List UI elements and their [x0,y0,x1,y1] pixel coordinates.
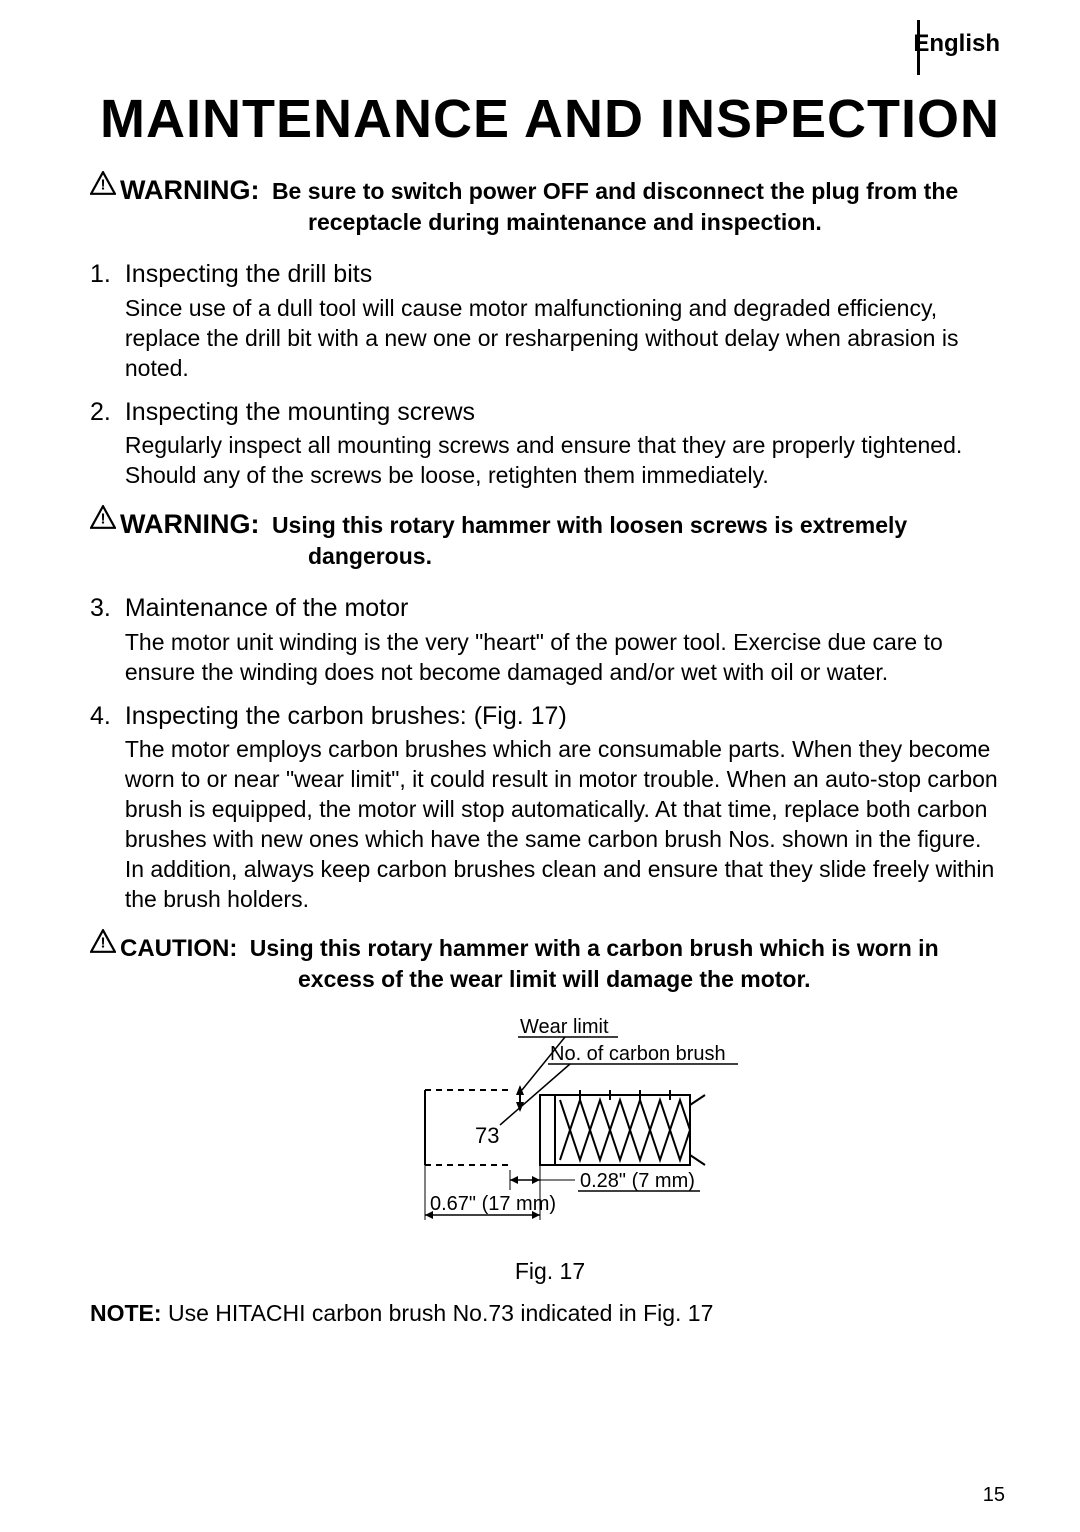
numbered-item-1: 1. Inspecting the drill bits Since use o… [90,258,1010,383]
item-body: The motor unit winding is the very "hear… [125,628,1010,688]
page-number: 15 [983,1484,1005,1507]
item-number: 4. [90,700,111,915]
item-number: 1. [90,258,111,383]
carbon-brush-diagram: Wear limit No. of carbon brush 73 [340,1015,760,1245]
note-line: NOTE: Use HITACHI carbon brush No.73 ind… [90,1300,1010,1327]
item-content: Inspecting the carbon brushes: (Fig. 17)… [125,700,1010,915]
item-content: Maintenance of the motor The motor unit … [125,592,1010,688]
item-body2: In addition, always keep carbon brushes … [125,855,1010,915]
warning-block-1: ! WARNING: Be sure to switch power OFF a… [90,175,1010,238]
brush-number: 73 [475,1123,499,1148]
figure-17: Wear limit No. of carbon brush 73 [90,1015,1010,1285]
numbered-item-3: 3. Maintenance of the motor The motor un… [90,592,1010,688]
wear-limit-label: Wear limit [520,1016,609,1038]
svg-text:!: ! [100,511,105,528]
item-number: 3. [90,592,111,688]
item-body: Since use of a dull tool will cause moto… [125,294,1010,384]
warning-content: WARNING: Using this rotary hammer with l… [120,509,907,572]
item-body: Regularly inspect all mounting screws an… [125,431,1010,491]
item-heading: Inspecting the mounting screws [125,396,1010,430]
warning-block-2: ! WARNING: Using this rotary hammer with… [90,509,1010,572]
item-content: Inspecting the drill bits Since use of a… [125,258,1010,383]
warning-text-line1: Using this rotary hammer with loosen scr… [272,512,907,538]
item-heading: Inspecting the drill bits [125,258,1010,292]
svg-text:!: ! [100,934,105,951]
warning-text-line2: receptacle during maintenance and inspec… [128,207,958,238]
item-number: 2. [90,396,111,492]
item-heading: Maintenance of the motor [125,592,1010,626]
figure-caption: Fig. 17 [90,1258,1010,1285]
svg-text:!: ! [100,177,105,194]
dim-028: 0.28" (7 mm) [580,1170,695,1192]
main-title: MAINTENANCE AND INSPECTION [90,88,1010,150]
note-label: NOTE: [90,1300,162,1326]
caution-text-line2: excess of the wear limit will damage the… [128,964,939,995]
brush-no-label: No. of carbon brush [550,1043,726,1065]
warning-label: WARNING: [120,175,259,205]
caution-text-line1: Using this rotary hammer with a carbon b… [250,935,939,961]
caution-content: CAUTION: Using this rotary hammer with a… [120,933,939,995]
item-heading: Inspecting the carbon brushes: (Fig. 17) [125,700,1010,734]
caution-triangle-icon: ! [90,933,116,953]
warning-label: WARNING: [120,509,259,539]
language-label: English [90,30,1000,58]
warning-text-line2: dangerous. [128,541,907,572]
caution-label: CAUTION: [120,935,237,962]
item-content: Inspecting the mounting screws Regularly… [125,396,1010,492]
top-divider-line [917,20,920,75]
item-body: The motor employs carbon brushes which a… [125,735,1010,855]
warning-text-line1: Be sure to switch power OFF and disconne… [272,178,958,204]
numbered-item-2: 2. Inspecting the mounting screws Regula… [90,396,1010,492]
warning-content: WARNING: Be sure to switch power OFF and… [120,175,958,238]
warning-triangle-icon: ! [90,509,116,529]
dim-067: 0.67" (17 mm) [430,1193,556,1215]
warning-triangle-icon: ! [90,175,116,195]
numbered-item-4: 4. Inspecting the carbon brushes: (Fig. … [90,700,1010,915]
caution-block: ! CAUTION: Using this rotary hammer with… [90,933,1010,995]
note-text: Use HITACHI carbon brush No.73 indicated… [168,1300,713,1326]
